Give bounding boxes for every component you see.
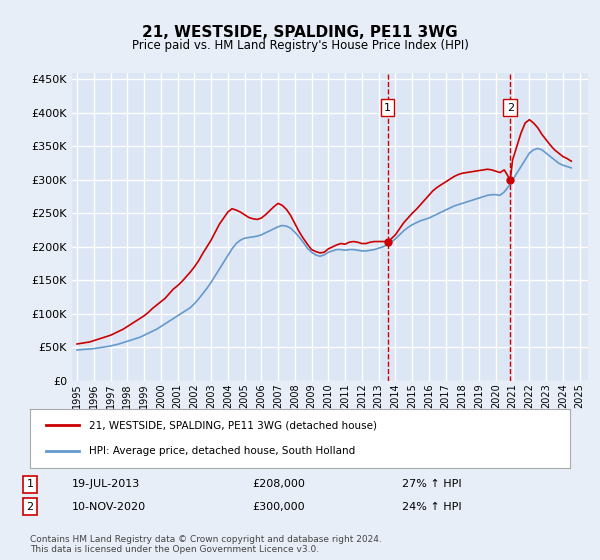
Text: 1: 1 xyxy=(384,102,391,113)
Text: 2: 2 xyxy=(507,102,514,113)
Text: Contains HM Land Registry data © Crown copyright and database right 2024.
This d: Contains HM Land Registry data © Crown c… xyxy=(30,535,382,554)
Text: 1: 1 xyxy=(26,479,34,489)
Text: 10-NOV-2020: 10-NOV-2020 xyxy=(72,502,146,512)
Text: 19-JUL-2013: 19-JUL-2013 xyxy=(72,479,140,489)
Text: 27% ↑ HPI: 27% ↑ HPI xyxy=(402,479,461,489)
Text: 21, WESTSIDE, SPALDING, PE11 3WG (detached house): 21, WESTSIDE, SPALDING, PE11 3WG (detach… xyxy=(89,420,377,430)
Text: Price paid vs. HM Land Registry's House Price Index (HPI): Price paid vs. HM Land Registry's House … xyxy=(131,39,469,52)
Text: £300,000: £300,000 xyxy=(252,502,305,512)
Text: 2: 2 xyxy=(26,502,34,512)
Text: HPI: Average price, detached house, South Holland: HPI: Average price, detached house, Sout… xyxy=(89,446,356,456)
Text: 24% ↑ HPI: 24% ↑ HPI xyxy=(402,502,461,512)
Text: £208,000: £208,000 xyxy=(252,479,305,489)
Text: 21, WESTSIDE, SPALDING, PE11 3WG: 21, WESTSIDE, SPALDING, PE11 3WG xyxy=(142,25,458,40)
